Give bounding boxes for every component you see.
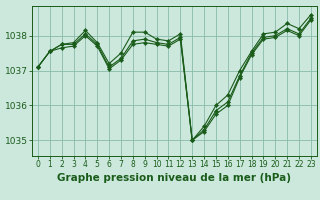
X-axis label: Graphe pression niveau de la mer (hPa): Graphe pression niveau de la mer (hPa) bbox=[57, 173, 292, 183]
